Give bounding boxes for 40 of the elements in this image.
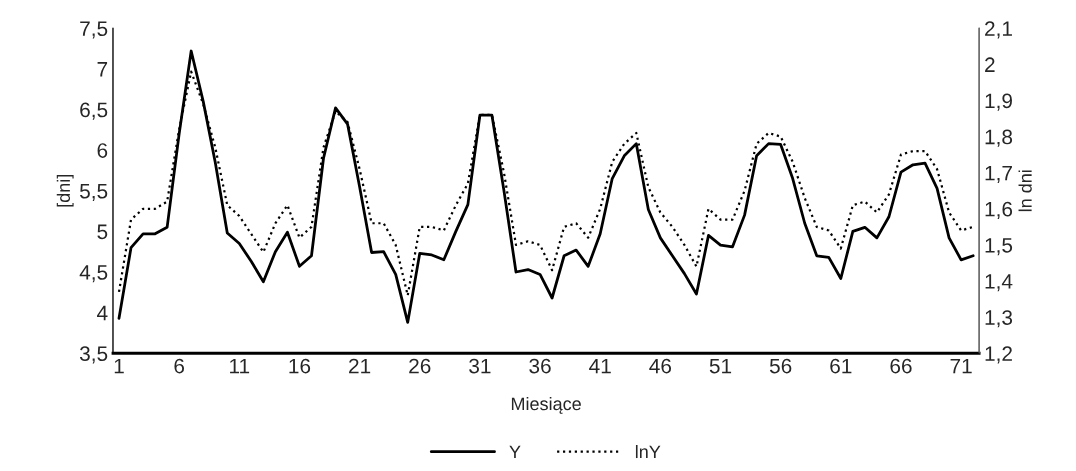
y-tick-label: 6 <box>97 143 108 158</box>
x-tick-label: 51 <box>709 358 732 374</box>
y-tick-label: 7 <box>97 62 108 77</box>
y2-tick-label: 1,3 <box>985 310 1013 328</box>
line-series <box>117 49 975 324</box>
legend-label: Y <box>509 445 521 459</box>
x-axis-title: Miesiące <box>511 396 581 414</box>
y2-axis-title: ln dni <box>1018 170 1032 212</box>
y2-tick-label: 2,1 <box>985 21 1012 39</box>
x-tick-label: 6 <box>174 358 185 374</box>
y-tick-label: 5,5 <box>79 183 108 201</box>
x-tick-label: 16 <box>289 358 311 374</box>
x-tick-label: 46 <box>649 358 672 374</box>
y2-tick-label: 1,2 <box>985 346 1012 364</box>
x-tick-label: 41 <box>589 358 611 374</box>
x-tick-label: 61 <box>830 358 852 374</box>
x-tick-label: 66 <box>890 358 912 374</box>
x-tick-label: 71 <box>950 358 972 374</box>
y-tick-label: 7,5 <box>80 21 108 39</box>
legend-label: lnY <box>635 444 661 459</box>
y2-tick-label: 1,8 <box>985 129 1013 147</box>
y-tick-label: 4 <box>97 305 108 321</box>
x-tick-label: 56 <box>769 358 792 374</box>
y2-tick-label: 1,5 <box>985 238 1013 256</box>
y-axis-title: [dni] <box>56 174 74 207</box>
y2-tick-label: 1,6 <box>985 201 1013 220</box>
x-tick-label: 36 <box>529 358 551 374</box>
x-tick-label: 21 <box>349 358 371 374</box>
x-tick-label: 31 <box>469 358 491 374</box>
y-tick-label: 4,5 <box>79 265 108 283</box>
x-tick-label: 26 <box>409 358 431 374</box>
y-tick-label: 6,5 <box>80 102 108 120</box>
y-tick-label: 3,5 <box>79 346 108 364</box>
x-tick-label: 1 <box>114 358 124 374</box>
y2-tick-label: 1,4 <box>985 274 1013 292</box>
y2-tick-label: 1,9 <box>985 93 1012 111</box>
x-tick-label: 11 <box>230 358 250 374</box>
y-tick-label: 5 <box>97 224 108 240</box>
y2-tick-label: 1,7 <box>985 165 1012 183</box>
y2-tick-label: 2 <box>985 57 995 72</box>
